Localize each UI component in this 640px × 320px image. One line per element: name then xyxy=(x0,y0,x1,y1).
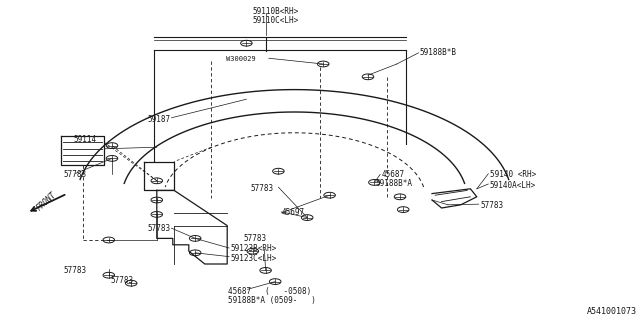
Text: 59188B*A: 59188B*A xyxy=(376,180,413,188)
Text: 57783: 57783 xyxy=(110,276,133,285)
Text: 57783: 57783 xyxy=(251,184,274,193)
Text: 57783: 57783 xyxy=(64,266,87,275)
Text: 57783: 57783 xyxy=(147,224,170,233)
Text: FRONT: FRONT xyxy=(35,190,58,212)
Text: 45697: 45697 xyxy=(282,208,305,217)
Text: 59140A<LH>: 59140A<LH> xyxy=(490,181,536,190)
Text: 59114: 59114 xyxy=(74,135,97,144)
Text: A541001073: A541001073 xyxy=(587,308,637,316)
Text: 59188B*B: 59188B*B xyxy=(419,48,456,57)
Text: W300029: W300029 xyxy=(227,56,256,62)
Text: 59110B<RH>: 59110B<RH> xyxy=(253,7,299,16)
Text: 57783: 57783 xyxy=(480,201,503,210)
Text: 59140 <RH>: 59140 <RH> xyxy=(490,170,536,179)
Text: 59187: 59187 xyxy=(147,115,170,124)
Text: 59123C<LH>: 59123C<LH> xyxy=(230,254,276,263)
Text: 59110C<LH>: 59110C<LH> xyxy=(253,16,299,25)
Text: 59123B<RH>: 59123B<RH> xyxy=(230,244,276,253)
Text: 57783: 57783 xyxy=(64,170,87,179)
Text: 45687: 45687 xyxy=(381,170,404,179)
Text: 57783: 57783 xyxy=(243,234,266,243)
Text: 59188B*A (0509-   ): 59188B*A (0509- ) xyxy=(228,296,316,305)
Text: 45687   (   -0508): 45687 ( -0508) xyxy=(228,287,312,296)
